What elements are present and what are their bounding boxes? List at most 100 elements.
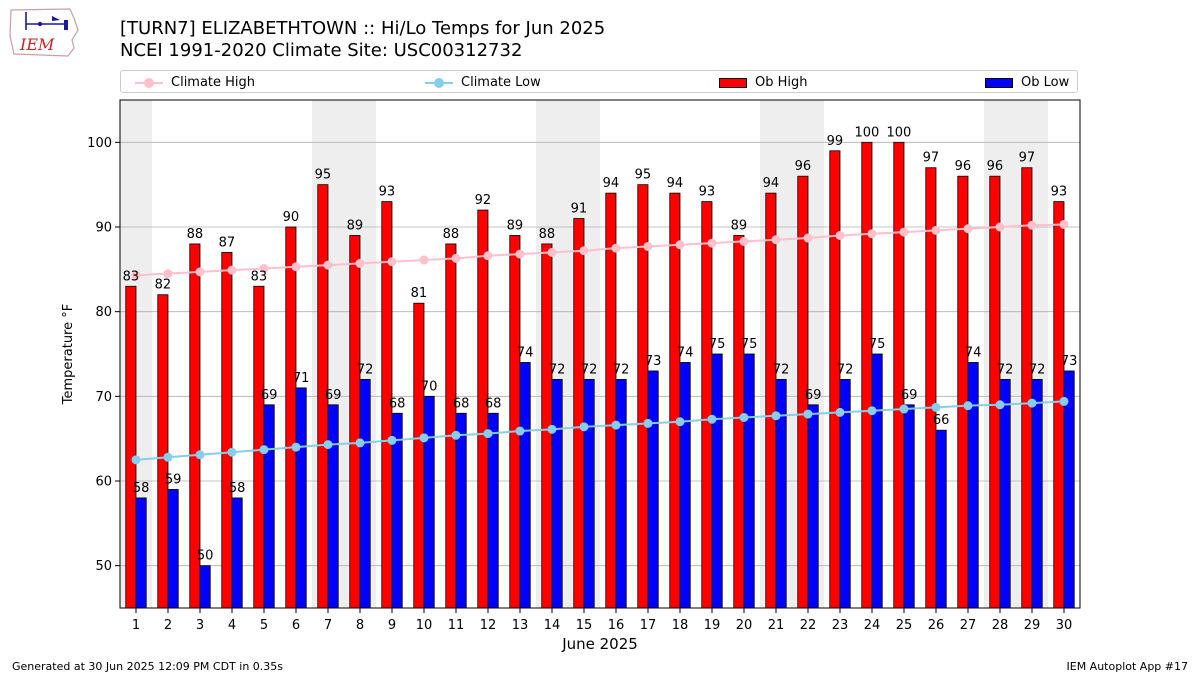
line-climate-high — [135, 223, 1065, 277]
y-tick-label: 50 — [95, 559, 112, 574]
label-ob-low: 59 — [165, 472, 182, 487]
x-tick-label: 24 — [864, 618, 881, 633]
label-ob-high: 89 — [731, 218, 748, 233]
bar-ob-high — [573, 218, 585, 609]
bar-ob-high — [989, 175, 1001, 609]
x-tick-label: 7 — [324, 618, 332, 633]
point-climate-low — [323, 440, 333, 450]
label-ob-low: 71 — [293, 371, 310, 386]
label-ob-high: 96 — [987, 159, 1004, 174]
y-tick-label: 90 — [95, 221, 112, 236]
x-tick-label: 10 — [416, 618, 433, 633]
x-tick-label: 28 — [992, 618, 1009, 633]
x-tick-label: 21 — [768, 618, 785, 633]
y-tick-label: 100 — [87, 136, 112, 151]
label-ob-low: 69 — [901, 388, 918, 403]
logo-text: IEM — [19, 35, 55, 54]
legend: Climate High Climate Low Ob High Ob Low — [120, 70, 1078, 93]
bar-ob-low — [583, 378, 595, 609]
bar-ob-high — [509, 235, 521, 609]
point-climate-high — [675, 240, 685, 250]
legend-label-climate-low: Climate Low — [461, 75, 541, 90]
label-ob-high: 93 — [379, 185, 396, 200]
point-climate-low — [291, 442, 301, 452]
point-climate-high — [259, 263, 269, 273]
x-tick-label: 19 — [704, 618, 721, 633]
label-ob-low: 68 — [389, 396, 406, 411]
x-tick-label: 23 — [832, 618, 849, 633]
point-climate-high — [227, 265, 237, 275]
bar-ob-low — [263, 404, 275, 609]
bar-ob-high — [445, 243, 457, 609]
label-ob-low: 72 — [837, 362, 854, 377]
legend-label-ob-high: Ob High — [755, 75, 808, 90]
point-climate-low — [259, 445, 269, 455]
point-climate-low — [675, 417, 685, 427]
point-climate-high — [867, 229, 877, 239]
bar-ob-low — [327, 404, 339, 609]
gridlines — [120, 141, 1080, 567]
label-ob-low: 72 — [773, 362, 790, 377]
bar-ob-low — [487, 412, 499, 609]
bar-ob-high — [669, 192, 681, 609]
point-climate-low — [643, 418, 653, 428]
bar-ob-high — [829, 150, 841, 609]
label-ob-low: 66 — [933, 413, 950, 428]
x-tick-label: 27 — [960, 618, 977, 633]
y-axis-label: Temperature °F — [61, 304, 76, 405]
label-ob-high: 82 — [155, 278, 172, 293]
label-ob-low: 58 — [229, 481, 246, 496]
point-climate-low — [1027, 398, 1037, 408]
legend-item-ob-high: Ob High — [719, 71, 808, 94]
label-ob-low: 68 — [485, 396, 502, 411]
point-climate-low — [355, 438, 365, 448]
legend-item-ob-low: Ob Low — [985, 71, 1069, 94]
x-tick-label: 11 — [448, 618, 465, 633]
x-tick-label: 15 — [576, 618, 593, 633]
bar-ob-low — [679, 362, 691, 609]
point-climate-low — [739, 413, 749, 422]
point-climate-high — [419, 255, 429, 265]
bar-ob-high — [861, 141, 873, 609]
x-tick-label: 22 — [800, 618, 817, 633]
point-climate-low — [131, 455, 141, 465]
legend-patch-ob-high — [719, 77, 747, 88]
footer-generated: Generated at 30 Jun 2025 12:09 PM CDT in… — [12, 660, 284, 673]
x-tick-label: 12 — [480, 618, 497, 633]
point-climate-high — [643, 241, 653, 251]
bars — [125, 141, 1075, 609]
label-ob-low: 74 — [677, 345, 694, 360]
label-ob-low: 68 — [453, 396, 470, 411]
point-climate-low — [195, 450, 205, 460]
label-ob-high: 94 — [603, 176, 620, 191]
label-ob-high: 92 — [475, 193, 492, 208]
point-climate-high — [387, 257, 397, 267]
label-ob-high: 89 — [507, 218, 524, 233]
point-climate-high — [803, 233, 813, 243]
label-ob-high: 96 — [955, 159, 972, 174]
label-ob-high: 95 — [635, 168, 652, 183]
label-ob-low: 73 — [645, 354, 662, 369]
label-ob-high: 100 — [854, 125, 879, 140]
bar-ob-low — [615, 378, 627, 609]
bar-ob-low — [295, 387, 307, 609]
bar-ob-high — [157, 294, 169, 609]
label-ob-low: 72 — [613, 362, 630, 377]
point-climate-high — [451, 253, 461, 263]
point-climate-high — [771, 235, 781, 245]
point-climate-high — [547, 247, 557, 257]
label-ob-low: 69 — [325, 388, 342, 403]
label-ob-low: 50 — [197, 549, 214, 564]
bar-ob-high — [125, 285, 137, 609]
point-climate-low — [483, 429, 493, 439]
legend-patch-ob-low — [985, 77, 1013, 88]
label-ob-high: 90 — [283, 210, 300, 225]
label-ob-high: 99 — [827, 134, 844, 149]
point-climate-high — [931, 225, 941, 235]
x-tick-label: 5 — [260, 618, 268, 633]
point-climate-high — [515, 249, 525, 259]
legend-marker-climate-low — [425, 77, 453, 89]
point-climate-high — [483, 251, 493, 261]
point-climate-high — [195, 267, 205, 277]
x-tick-label: 6 — [292, 618, 300, 633]
